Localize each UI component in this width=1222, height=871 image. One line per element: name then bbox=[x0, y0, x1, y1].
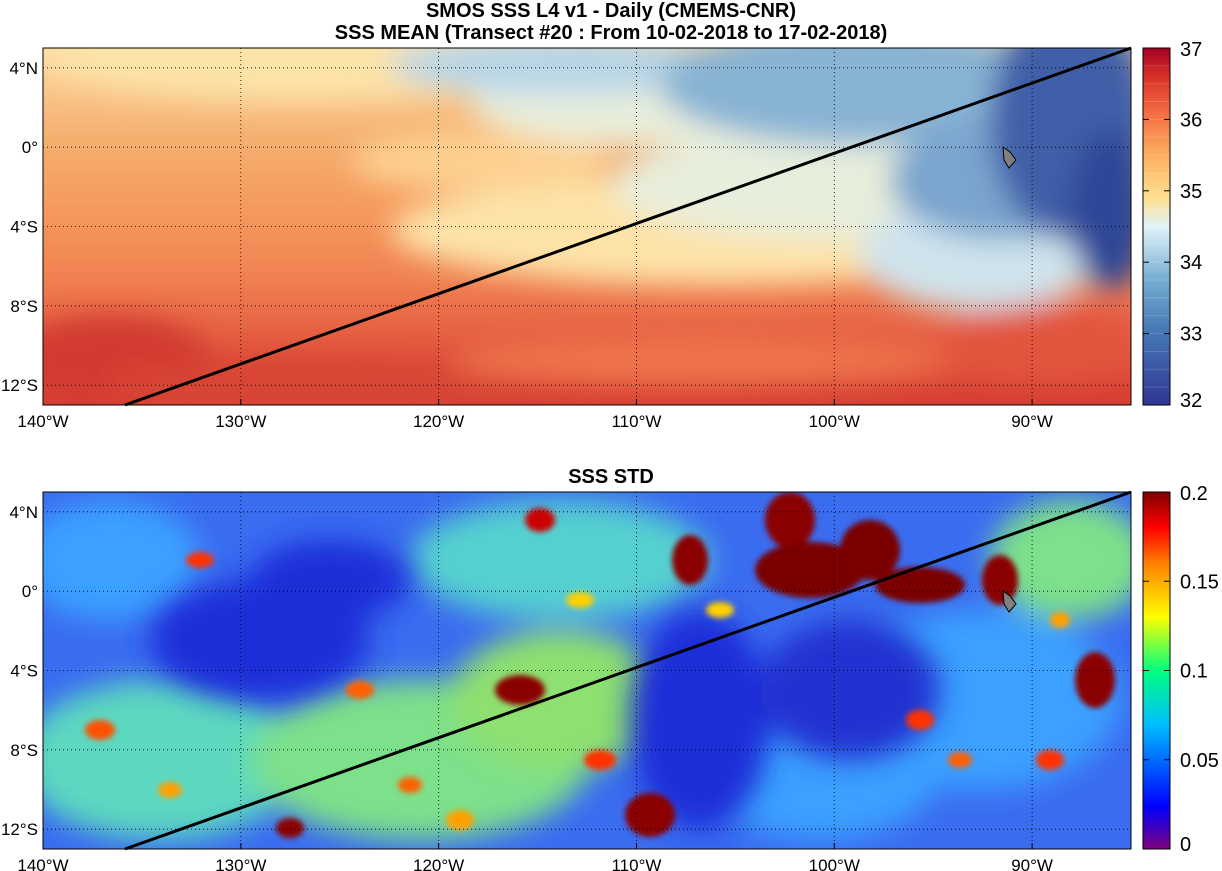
colorbar-tick-label-top: 34 bbox=[1180, 252, 1202, 274]
y-tick-label-bottom: 4°N bbox=[9, 503, 38, 522]
transect-line-std bbox=[124, 490, 1132, 851]
std-panel-title: SSS STD bbox=[568, 466, 654, 488]
galapagos-island-marker-std bbox=[1002, 589, 1017, 613]
colorbar-tick-label-top: 37 bbox=[1180, 39, 1202, 61]
top-axis-ticks: 140°W 130°W 120°W 110°W 100°W 90°W 4°N 0° 4°S 8°S… bbox=[1, 59, 1053, 431]
colorbar-tick-label-top: 36 bbox=[1180, 109, 1202, 131]
colorbar-tick-label-top: 35 bbox=[1180, 181, 1202, 203]
y-tick-label-top: 4°N bbox=[9, 59, 38, 78]
y-tick-label-top: 4°S bbox=[10, 218, 38, 237]
y-tick-label-bottom: 4°S bbox=[10, 662, 38, 681]
y-tick-label-top: 8°S bbox=[10, 297, 38, 316]
figure-subtitle: SSS MEAN (Transect #20 : From 10-02-2018… bbox=[334, 22, 888, 44]
x-tick-label-bottom: 90°W bbox=[1011, 856, 1053, 871]
sss-mean-map: 140°W 130°W 120°W 110°W 100°W 90°W 4°N 0° 4°S 8°S… bbox=[1, 46, 1132, 431]
x-tick-label-bottom: 120°W bbox=[413, 856, 464, 871]
colorbar-tick-label-bottom: 0.15 bbox=[1180, 571, 1219, 593]
bottom-map-frame bbox=[42, 491, 1132, 850]
bottom-axis-ticks: 140°W 130°W 120°W 110°W 100°W 90°W 4°N 0° 4°S 8°S… bbox=[1, 503, 1053, 871]
colorbar-tick-label-bottom: 0.1 bbox=[1180, 661, 1208, 683]
colorbar-tick-label-bottom: 0 bbox=[1180, 834, 1191, 856]
figure-title: SMOS SSS L4 v1 - Daily (CMEMS-CNR) bbox=[425, 0, 797, 22]
bottom-grid bbox=[43, 492, 1131, 849]
sss-std-colorbar: 0.2 0.15 0.1 0.05 0 bbox=[1142, 483, 1219, 856]
colorbar-tick-label-bottom: 0.2 bbox=[1180, 483, 1208, 505]
x-tick-label-top: 100°W bbox=[809, 412, 860, 431]
galapagos-island-marker bbox=[1002, 145, 1017, 169]
sss-mean-colorbar-gradient bbox=[1143, 48, 1170, 405]
sss-std-map: 140°W 130°W 120°W 110°W 100°W 90°W 4°N 0° 4°S 8°S… bbox=[1, 490, 1132, 871]
colorbar-tick-label-top: 32 bbox=[1180, 390, 1202, 412]
x-tick-label-bottom: 100°W bbox=[809, 856, 860, 871]
x-tick-label-bottom: 110°W bbox=[611, 856, 661, 871]
y-tick-label-top: 0° bbox=[22, 138, 38, 157]
sss-mean-colorbar: 37 36 35 34 33 32 bbox=[1142, 39, 1202, 412]
y-tick-label-top: 12°S bbox=[1, 376, 38, 395]
x-tick-label-top: 90°W bbox=[1011, 412, 1053, 431]
y-tick-label-bottom: 8°S bbox=[10, 741, 38, 760]
transect-line bbox=[124, 46, 1132, 407]
top-grid bbox=[43, 48, 1131, 405]
y-tick-label-bottom: 0° bbox=[22, 582, 38, 601]
x-tick-label-bottom: 140°W bbox=[17, 856, 68, 871]
y-tick-label-bottom: 12°S bbox=[1, 820, 38, 839]
top-map-frame bbox=[42, 47, 1132, 406]
colorbar-tick-label-bottom: 0.05 bbox=[1180, 750, 1219, 772]
x-tick-label-top: 140°W bbox=[17, 412, 68, 431]
colorbar-tick-label-top: 33 bbox=[1180, 324, 1202, 346]
x-tick-label-top: 120°W bbox=[413, 412, 464, 431]
x-tick-label-top: 130°W bbox=[215, 412, 266, 431]
x-tick-label-top: 110°W bbox=[611, 412, 661, 431]
x-tick-label-bottom: 130°W bbox=[215, 856, 266, 871]
sss-mean-field bbox=[43, 48, 1131, 405]
